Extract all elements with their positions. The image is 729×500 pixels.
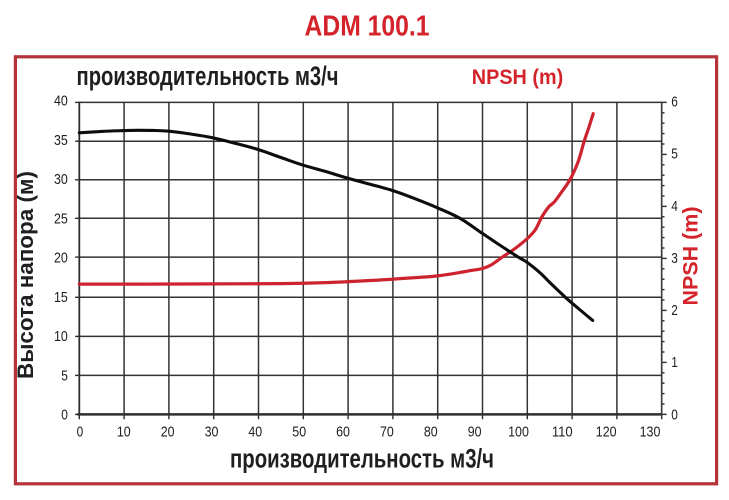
svg-text:90: 90: [468, 423, 482, 440]
svg-text:20: 20: [54, 250, 68, 267]
svg-text:10: 10: [54, 328, 68, 345]
svg-text:15: 15: [54, 289, 68, 306]
svg-text:110: 110: [552, 423, 573, 440]
svg-text:100: 100: [508, 423, 529, 440]
svg-text:4: 4: [671, 198, 678, 215]
svg-text:производительность м3/ч: производительность м3/ч: [77, 61, 339, 91]
svg-text:80: 80: [424, 423, 438, 440]
svg-text:производительность м3/ч: производительность м3/ч: [230, 444, 494, 474]
svg-text:NPSH (m): NPSH (m): [680, 207, 703, 306]
svg-text:60: 60: [336, 423, 350, 440]
svg-text:120: 120: [596, 423, 617, 440]
svg-text:0: 0: [77, 423, 84, 440]
svg-text:0: 0: [61, 407, 68, 424]
svg-text:2: 2: [671, 302, 678, 319]
svg-text:30: 30: [205, 423, 219, 440]
svg-text:6: 6: [671, 94, 678, 111]
svg-text:70: 70: [380, 423, 394, 440]
svg-text:40: 40: [248, 423, 262, 440]
svg-text:1: 1: [671, 354, 678, 371]
svg-text:40: 40: [54, 93, 68, 110]
svg-text:10: 10: [117, 423, 131, 440]
svg-text:20: 20: [161, 423, 175, 440]
svg-text:130: 130: [640, 423, 661, 440]
svg-text:0: 0: [671, 406, 678, 423]
svg-text:5: 5: [671, 146, 678, 163]
svg-text:30: 30: [54, 171, 68, 188]
svg-text:50: 50: [292, 423, 306, 440]
svg-text:5: 5: [61, 367, 68, 384]
svg-text:35: 35: [54, 132, 68, 149]
svg-text:ADM 100.1: ADM 100.1: [305, 10, 430, 42]
svg-text:25: 25: [54, 210, 68, 227]
svg-text:3: 3: [671, 250, 678, 267]
svg-text:NPSH (m): NPSH (m): [472, 66, 564, 89]
svg-text:Высота напора (м): Высота напора (м): [13, 171, 38, 379]
